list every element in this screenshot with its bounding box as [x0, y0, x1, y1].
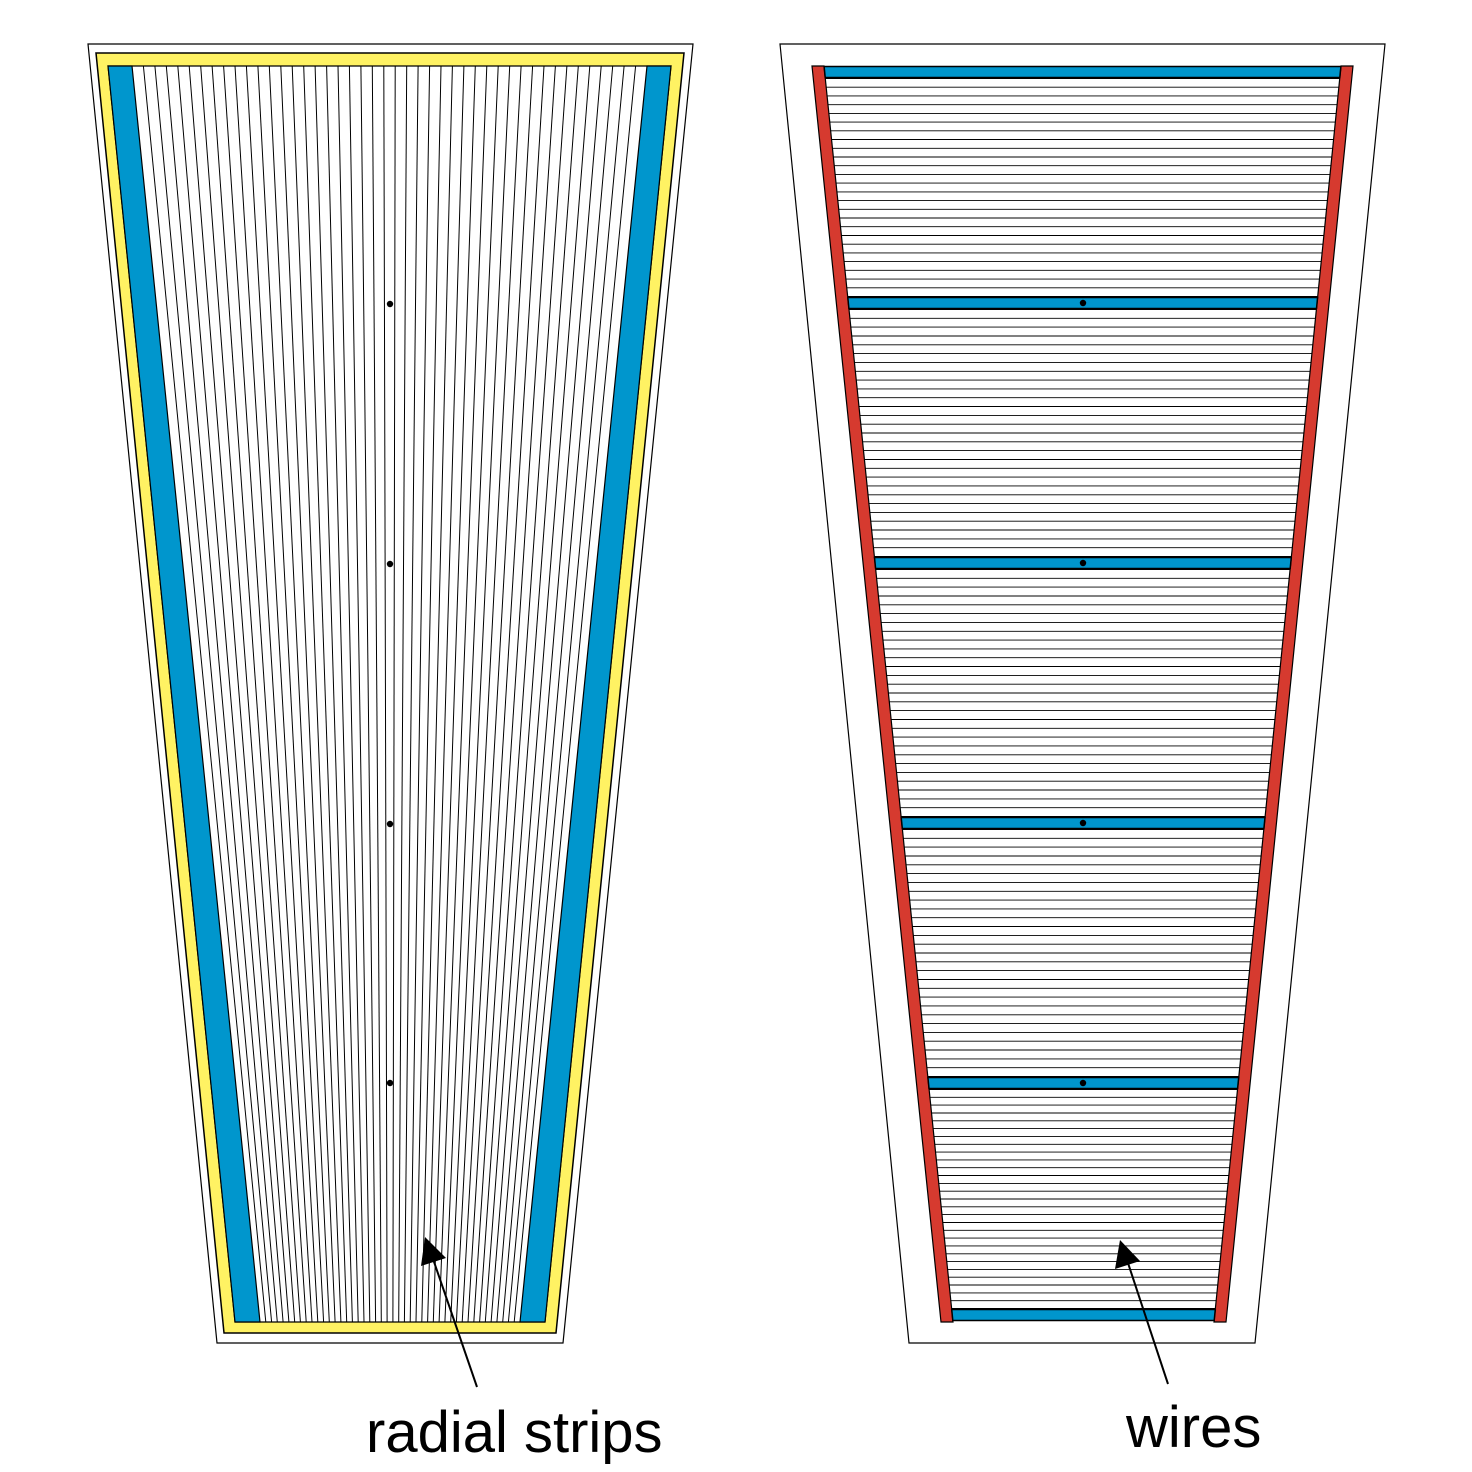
- radial-strip: [303, 65, 348, 1323]
- radial-strip: [513, 65, 637, 1323]
- radial-strip: [427, 65, 465, 1323]
- radial-strip: [409, 65, 431, 1323]
- alignment-marker: [1079, 299, 1087, 307]
- radial-strip: [432, 65, 476, 1323]
- alignment-marker: [386, 820, 394, 828]
- radial-strip: [484, 65, 579, 1323]
- radial-strips-annotation: radial strips: [366, 1237, 663, 1465]
- radial-strip: [291, 65, 342, 1323]
- left-blue-edge-right: [519, 65, 672, 1323]
- right-alignment-markers: [1079, 299, 1087, 1087]
- radial-strips-arrow-shaft: [431, 1255, 478, 1388]
- alignment-marker: [1079, 1079, 1087, 1087]
- radial-strip: [257, 65, 325, 1323]
- radial-strip: [496, 65, 602, 1323]
- radial-strip: [154, 65, 273, 1323]
- radial-strip: [415, 65, 442, 1323]
- support-bar: [950, 1308, 1217, 1322]
- right-red-edge-left: [811, 65, 954, 1323]
- radial-strip: [234, 65, 313, 1323]
- radial-strip: [467, 65, 545, 1323]
- alignment-marker: [1079, 819, 1087, 827]
- radial-strip-lines: [142, 65, 637, 1323]
- radial-strip: [383, 65, 388, 1323]
- alignment-marker: [386, 1079, 394, 1087]
- radial-strip: [421, 65, 453, 1323]
- radial-strip: [461, 65, 534, 1323]
- radial-strip: [348, 65, 371, 1323]
- wires-arrowhead: [1115, 1240, 1140, 1269]
- radial-strip: [403, 65, 419, 1323]
- radial-strip: [280, 65, 336, 1323]
- radial-strip: [438, 65, 488, 1323]
- wires-panel: [779, 43, 1386, 1344]
- radial-strip: [473, 65, 556, 1323]
- radial-strip: [188, 65, 290, 1323]
- radial-strip: [245, 65, 319, 1323]
- radial-strip: [444, 65, 499, 1323]
- right-red-edge-right: [1213, 65, 1354, 1323]
- radial-strip: [177, 65, 284, 1323]
- radial-strip: [142, 65, 267, 1323]
- radial-strip: [479, 65, 568, 1323]
- radial-strips-label: radial strips: [366, 1400, 663, 1465]
- radial-strip: [326, 65, 359, 1323]
- radial-strip: [455, 65, 522, 1323]
- radial-strip: [360, 65, 377, 1323]
- radial-strip: [200, 65, 296, 1323]
- left-blue-edge-left: [107, 65, 261, 1323]
- radial-strip: [211, 65, 301, 1323]
- radial-strip: [450, 65, 511, 1323]
- radial-strip: [398, 65, 408, 1323]
- alignment-marker: [1079, 559, 1087, 567]
- wire-lines: [825, 78, 1340, 1309]
- radial-strip: [223, 65, 307, 1323]
- wires-label: wires: [1125, 1395, 1261, 1460]
- radial-strip: [502, 65, 614, 1323]
- radial-strip: [490, 65, 591, 1323]
- radial-strip: [314, 65, 353, 1323]
- right-outer-frame: [779, 43, 1386, 1344]
- radial-strip: [371, 65, 382, 1323]
- radial-strips-arrowhead: [421, 1237, 446, 1266]
- wires-annotation: wires: [1115, 1240, 1261, 1460]
- radial-strip: [507, 65, 625, 1323]
- radial-strip: [392, 65, 396, 1323]
- radial-strip: [268, 65, 330, 1323]
- radial-strip: [337, 65, 365, 1323]
- alignment-marker: [386, 560, 394, 568]
- alignment-marker: [386, 300, 394, 308]
- left-alignment-markers: [386, 300, 394, 1087]
- wires-arrow-shaft: [1126, 1259, 1169, 1385]
- support-bar: [823, 65, 1342, 79]
- radial-strips-panel: [87, 43, 694, 1344]
- radial-strip: [165, 65, 278, 1323]
